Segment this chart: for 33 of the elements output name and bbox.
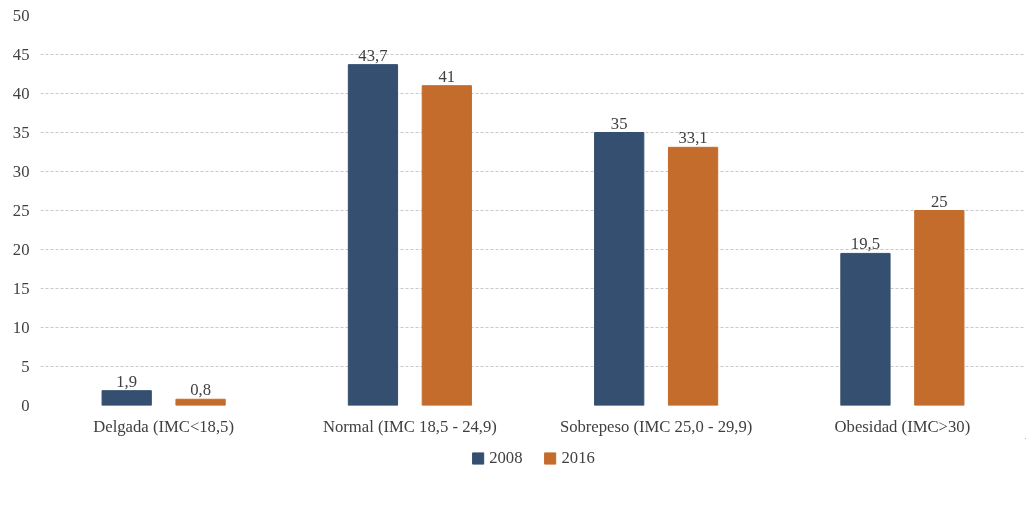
data-label: 19,5 <box>850 234 881 254</box>
y-tick-label: 10 <box>12 318 30 337</box>
bar <box>175 398 226 406</box>
y-tick-label: 30 <box>12 162 30 181</box>
data-label: 41 <box>438 66 456 86</box>
data-label: 1,9 <box>116 371 138 391</box>
y-tick-label: 15 <box>12 279 30 298</box>
data-label: 33,1 <box>678 128 708 148</box>
legend-label: 2008 <box>489 448 523 468</box>
y-tick-label: 45 <box>12 45 30 64</box>
legend-label: 2016 <box>561 448 595 468</box>
y-tick-label: 25 <box>12 201 30 220</box>
data-label: 43,7 <box>358 45 388 65</box>
bar <box>840 252 891 406</box>
x-tick-label: Normal (IMC 18,5 - 24,9) <box>322 416 497 436</box>
data-label: 25 <box>930 191 948 211</box>
y-tick-label: 0 <box>21 396 30 415</box>
y-tick-label: 5 <box>21 357 30 376</box>
data-label: 35 <box>610 113 628 133</box>
x-tick-label: Obesidad (IMC>30) <box>834 416 971 436</box>
y-tick-label: 40 <box>12 84 30 103</box>
y-tick-label: 35 <box>12 123 30 142</box>
bar <box>914 210 965 406</box>
bar <box>667 146 719 406</box>
y-tick-label: 20 <box>12 240 30 259</box>
data-label: 0,8 <box>190 380 211 400</box>
bar <box>421 85 472 406</box>
bar <box>594 132 645 406</box>
bar <box>347 64 399 406</box>
bar <box>101 390 152 406</box>
x-tick-label: Sobrepeso (IMC 25,0 - 29,9) <box>559 416 753 436</box>
y-tick-label: 50 <box>12 6 30 25</box>
x-tick-label: Delgada (IMC<18,5) <box>93 416 235 436</box>
